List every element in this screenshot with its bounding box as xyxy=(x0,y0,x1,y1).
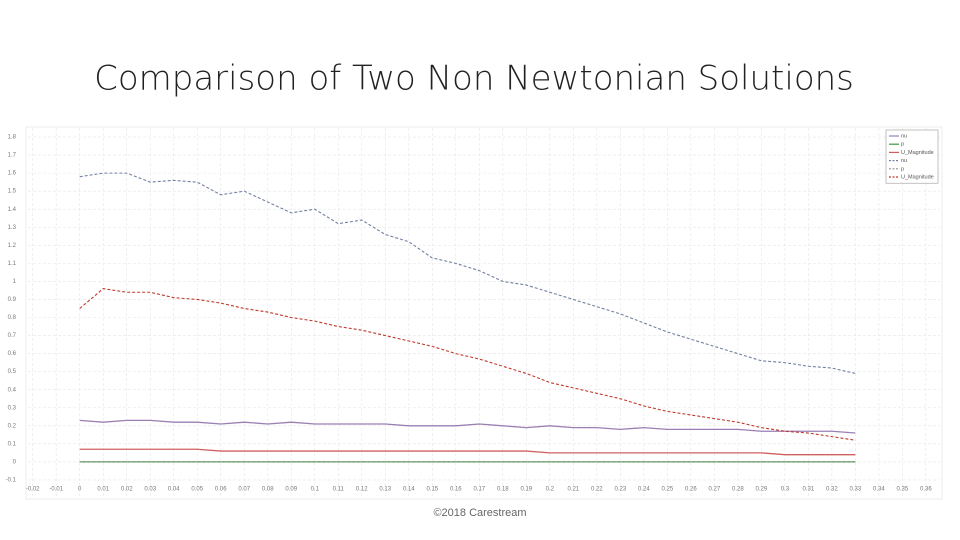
x-tick-label: 0.06 xyxy=(215,487,227,493)
y-tick-label: 1.4 xyxy=(8,207,17,213)
x-tick-label: 0.27 xyxy=(709,487,721,493)
x-tick-label: 0.11 xyxy=(333,487,345,493)
x-tick-label: 0.34 xyxy=(873,487,885,493)
x-tick-label: 0.05 xyxy=(191,487,203,493)
x-tick-label: 0.01 xyxy=(97,487,109,493)
y-tick-label: 0.6 xyxy=(8,351,17,357)
x-tick-label: 0.18 xyxy=(497,487,509,493)
x-tick-label: 0.33 xyxy=(850,487,862,493)
x-tick-label: 0.2 xyxy=(546,487,555,493)
x-tick-label: 0.1 xyxy=(311,487,320,493)
x-tick-label: 0.22 xyxy=(591,487,603,493)
y-tick-label: 1.3 xyxy=(8,225,17,231)
y-tick-label: 0.5 xyxy=(8,369,17,375)
x-tick-label: 0.24 xyxy=(638,487,650,493)
y-tick-label: 1.7 xyxy=(8,153,17,159)
x-tick-label: 0.07 xyxy=(238,487,250,493)
y-tick-label: 0.2 xyxy=(8,423,17,429)
x-tick-label: 0.02 xyxy=(121,487,133,493)
slide-title: Comparison of Two Non Newtonian Solution… xyxy=(94,59,854,99)
x-tick-label: 0.13 xyxy=(379,487,391,493)
y-tick-label: 1.8 xyxy=(8,135,17,141)
legend-label: U_Magnitude xyxy=(901,150,934,156)
x-tick-label: 0.36 xyxy=(920,487,932,493)
series-line xyxy=(79,288,856,441)
x-tick-label: 0.08 xyxy=(262,487,274,493)
x-tick-label: 0.12 xyxy=(356,487,368,493)
legend-label: U_Magnitude xyxy=(901,174,934,180)
x-tick-label: 0.16 xyxy=(450,487,462,493)
x-tick-label: 0.17 xyxy=(473,487,485,493)
x-tick-label: 0.26 xyxy=(685,487,697,493)
x-tick-label: 0.03 xyxy=(144,487,156,493)
x-tick-label: 0.21 xyxy=(567,487,579,493)
legend-label: nu xyxy=(901,133,907,139)
y-tick-label: 1.5 xyxy=(8,189,17,195)
x-tick-label: 0.31 xyxy=(803,487,815,493)
x-tick-label: 0 xyxy=(78,487,82,493)
y-tick-label: 1.1 xyxy=(8,261,17,267)
x-tick-label: 0.29 xyxy=(756,487,768,493)
y-tick-label: 0.1 xyxy=(8,441,17,447)
series-line xyxy=(79,172,856,374)
x-tick-label: 0.23 xyxy=(614,487,626,493)
y-tick-label: 0.8 xyxy=(8,315,17,321)
x-tick-label: 0.04 xyxy=(168,487,180,493)
y-tick-label: 0.3 xyxy=(8,405,17,411)
y-tick-label: 1 xyxy=(13,279,17,285)
series-line xyxy=(79,448,856,456)
y-tick-label: 0.7 xyxy=(8,333,17,339)
y-tick-label: -0.1 xyxy=(6,478,17,484)
x-tick-label: 0.35 xyxy=(897,487,909,493)
x-tick-label: 0.3 xyxy=(781,487,790,493)
y-tick-label: 0 xyxy=(13,459,17,465)
y-tick-label: 1.6 xyxy=(8,171,17,177)
x-tick-label: 0.15 xyxy=(426,487,438,493)
x-tick-label: 0.32 xyxy=(826,487,838,493)
y-tick-label: 0.4 xyxy=(8,387,17,393)
legend-box xyxy=(885,129,939,184)
x-tick-label: 0.09 xyxy=(285,487,297,493)
plot-frame xyxy=(25,126,943,500)
legend-label: p xyxy=(901,142,904,148)
x-tick-label: 0.14 xyxy=(403,487,415,493)
y-tick-label: 0.9 xyxy=(8,297,17,303)
legend-label: nu xyxy=(901,158,907,164)
x-tick-label: -0.01 xyxy=(49,487,63,493)
x-tick-label: 0.19 xyxy=(520,487,532,493)
x-tick-label: 0.28 xyxy=(732,487,744,493)
x-tick-label: -0.02 xyxy=(26,487,40,493)
x-tick-label: 0.25 xyxy=(661,487,673,493)
y-tick-label: 1.2 xyxy=(8,243,17,249)
legend-label: p xyxy=(901,166,904,172)
footer: ©2018 Carestream xyxy=(433,507,526,519)
series-line xyxy=(79,419,856,434)
